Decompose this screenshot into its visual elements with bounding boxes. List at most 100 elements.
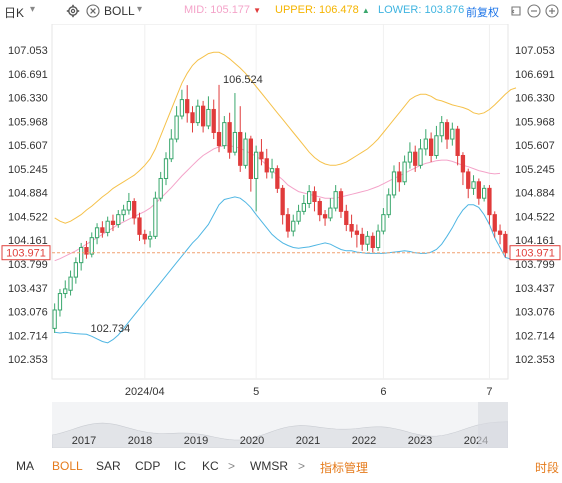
candle bbox=[89, 232, 94, 258]
tab-wmsr[interactable]: WMSR bbox=[250, 459, 288, 473]
candle-body bbox=[153, 197, 158, 237]
navigator-window[interactable] bbox=[478, 402, 508, 448]
candle-body bbox=[248, 138, 253, 179]
y-tick-label-left: 102.714 bbox=[8, 330, 48, 342]
candle-body bbox=[169, 138, 174, 160]
annotations: 106.524 102.734 bbox=[90, 74, 262, 335]
candle-body bbox=[116, 214, 121, 226]
undo-icon[interactable] bbox=[509, 4, 523, 18]
candlestick-chart[interactable]: 107.053 106.691 106.330 105.968 105.607 105.2… bbox=[0, 24, 562, 400]
gear-icon[interactable] bbox=[66, 4, 80, 18]
candle bbox=[418, 139, 423, 169]
indicator-chevron-down-icon[interactable]: ▾ bbox=[137, 4, 143, 15]
candle-body bbox=[407, 151, 413, 163]
candle bbox=[407, 142, 413, 169]
period-selector[interactable]: 日K bbox=[4, 6, 25, 20]
candle-body bbox=[137, 217, 142, 235]
candle bbox=[428, 132, 434, 163]
tab-kc[interactable]: KC bbox=[202, 459, 219, 473]
y-tick-label-right: 102.714 bbox=[515, 330, 555, 342]
price-adjust-selector[interactable]: 前复权 bbox=[466, 7, 499, 19]
candle-body bbox=[147, 235, 153, 240]
timeshare-button[interactable]: 时段 bbox=[535, 461, 560, 475]
zoom-out-icon[interactable] bbox=[527, 4, 541, 18]
navigator-year-label: 2020 bbox=[240, 435, 264, 447]
tab-cdp[interactable]: CDP bbox=[135, 459, 161, 473]
candle bbox=[206, 96, 211, 130]
candle bbox=[259, 139, 264, 166]
indicator-management-button[interactable]: 指标管理 bbox=[320, 461, 369, 475]
candle-body bbox=[423, 138, 428, 150]
candle bbox=[73, 257, 79, 284]
y-tick-label-right: 103.799 bbox=[515, 259, 555, 271]
candle bbox=[402, 155, 407, 186]
up-arrow-icon: ▲ bbox=[361, 6, 370, 15]
candle-body bbox=[492, 214, 497, 232]
candle bbox=[322, 210, 328, 226]
x-tick-label: 6 bbox=[380, 386, 386, 398]
candle bbox=[301, 194, 307, 215]
candle bbox=[211, 99, 216, 140]
candle bbox=[163, 152, 169, 186]
candle-body bbox=[402, 161, 407, 183]
chevron-down-icon[interactable]: ▾ bbox=[30, 4, 36, 15]
candle bbox=[349, 214, 354, 238]
candle-body bbox=[471, 181, 476, 189]
chevron-right-icon[interactable]: > bbox=[298, 459, 306, 473]
candle bbox=[471, 175, 476, 195]
candle-body bbox=[370, 235, 375, 249]
candle bbox=[460, 152, 466, 186]
candle-body bbox=[333, 191, 338, 209]
candle bbox=[455, 125, 460, 166]
candle-body bbox=[200, 105, 206, 127]
candle-body bbox=[174, 115, 179, 140]
lower-readout: LOWER: 103.876 bbox=[378, 4, 465, 16]
y-tick-label-left: 103.799 bbox=[8, 259, 48, 271]
candle bbox=[476, 178, 481, 205]
candle bbox=[79, 242, 84, 271]
candle-body bbox=[375, 230, 381, 249]
tab-boll[interactable]: BOLL bbox=[52, 459, 83, 473]
candle bbox=[253, 145, 259, 212]
candle bbox=[222, 116, 227, 149]
plot-frame bbox=[51, 24, 509, 380]
y-tick-label-left: 102.353 bbox=[8, 354, 48, 366]
y-tick-label-left: 103.076 bbox=[8, 307, 48, 319]
chevron-right-icon[interactable]: > bbox=[228, 459, 236, 473]
candle-body bbox=[439, 122, 444, 137]
candle-body bbox=[227, 122, 232, 153]
y-tick-label-right: 105.245 bbox=[515, 164, 555, 176]
candle bbox=[291, 214, 296, 237]
tab-ic[interactable]: IC bbox=[174, 459, 186, 473]
candle-body bbox=[190, 112, 195, 124]
candle-body bbox=[312, 191, 317, 202]
candle bbox=[248, 135, 253, 192]
candle bbox=[338, 188, 344, 218]
candle-body bbox=[158, 177, 163, 199]
candle bbox=[391, 165, 397, 199]
candle bbox=[142, 229, 147, 245]
y-axis-right: 107.053 106.691 106.330 105.968 105.607 105.2… bbox=[515, 45, 555, 366]
candle bbox=[94, 223, 100, 245]
y-axis-left: 107.053 106.691 106.330 105.968 105.607 105.2… bbox=[8, 45, 48, 366]
candle bbox=[466, 168, 471, 199]
candle-body bbox=[381, 214, 386, 232]
close-icon[interactable] bbox=[86, 4, 100, 18]
candle bbox=[147, 231, 153, 248]
candle-body bbox=[253, 151, 259, 179]
tab-ma[interactable]: MA bbox=[16, 459, 34, 473]
candle-body bbox=[269, 168, 275, 173]
candle-body bbox=[386, 194, 391, 216]
time-navigator[interactable]: 2017 2018 2019 2020 2021 2022 2023 2024 bbox=[52, 402, 508, 448]
indicator-name[interactable]: BOLL bbox=[104, 4, 135, 18]
zoom-in-icon[interactable] bbox=[545, 4, 559, 18]
y-tick-label-right: 105.607 bbox=[515, 140, 555, 152]
candle bbox=[275, 165, 280, 193]
mid-readout: MID: 105.177 ▼ bbox=[184, 4, 262, 16]
candle-body bbox=[89, 237, 94, 255]
price-tag-right-label: 103.971 bbox=[515, 248, 555, 260]
candle bbox=[232, 93, 238, 156]
candle-body bbox=[238, 131, 243, 166]
candle-body bbox=[179, 99, 185, 117]
tab-sar[interactable]: SAR bbox=[96, 459, 121, 473]
